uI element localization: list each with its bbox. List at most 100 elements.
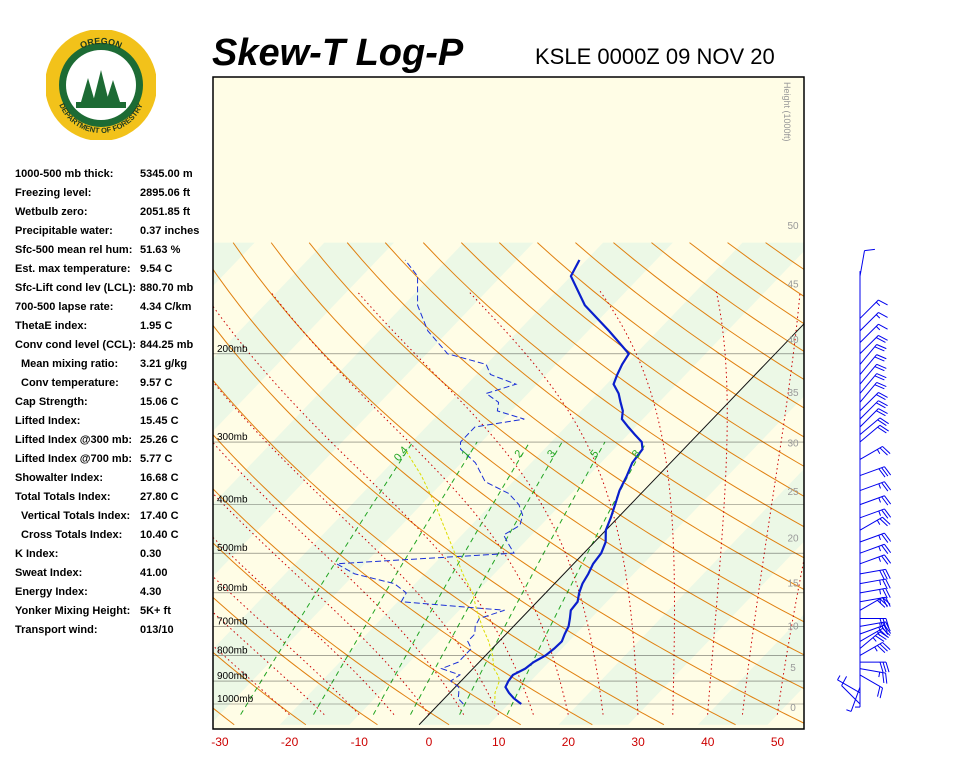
pressure-label: 900mb [217, 671, 248, 682]
pressure-label: 500mb [217, 543, 248, 554]
stat-row: ThetaE index: 1.95 C [15, 320, 210, 339]
dry-adiabat [880, 243, 960, 725]
height-tick-label: 0 [790, 703, 796, 714]
stat-value: 17.40 C [140, 510, 179, 522]
dry-adiabat [460, 242, 804, 497]
height-tick-label: 30 [787, 439, 799, 450]
logo-gold-ring [45, 29, 157, 141]
stat-label: Est. max temperature: [15, 263, 131, 275]
temperature-tick-label: -10 [351, 735, 369, 749]
temperature-tick-label: 0 [426, 735, 433, 749]
svg-text:OREGON: OREGON [79, 36, 124, 51]
stat-value: 844.25 mb [140, 339, 194, 351]
dry-adiabat [213, 542, 450, 726]
stat-value: 2895.06 ft [140, 187, 191, 199]
dry-adiabat [422, 242, 804, 528]
stat-row: Freezing level: 2895.06 ft [15, 187, 210, 206]
dry-adiabat [232, 242, 804, 690]
dry-adiabat [213, 379, 665, 726]
height-tick-label: 40 [787, 335, 799, 346]
dry-adiabat [956, 243, 960, 725]
height-tick-label: 25 [787, 487, 799, 498]
stat-value: 1.95 C [140, 320, 173, 332]
wind-barb [859, 554, 892, 565]
isotherm-band [213, 242, 534, 577]
wind-barb [859, 532, 892, 543]
wind-barb [859, 587, 891, 599]
wind-barb [846, 686, 861, 712]
wind-barb [859, 466, 892, 478]
stat-row: Lifted Index @300 mb: 25.26 C [15, 434, 210, 453]
stat-row: Conv temperature: 9.57 C [15, 377, 210, 396]
stat-label: Yonker Mixing Height: [15, 605, 131, 617]
stat-label: Sfc-Lift cond lev (LCL): [15, 282, 136, 294]
pressure-label: 400mb [217, 495, 248, 506]
plot-area [213, 242, 960, 726]
height-tick-label: 35 [787, 388, 799, 399]
stat-label: Showalter Index: [15, 472, 104, 484]
isotherm-band [697, 614, 804, 725]
stat-value: 0.37 inches [140, 225, 200, 237]
wind-barb [859, 344, 887, 365]
wind-barb [859, 392, 888, 412]
dry-adiabat [213, 488, 521, 726]
stat-row: Wetbulb zero: 2051.85 ft [15, 206, 210, 225]
stat-value: 9.54 C [140, 263, 173, 275]
wind-barb [859, 668, 888, 684]
logo-top-text: OREGON [79, 36, 124, 51]
oregon-forestry-logo: OREGON DEPARTMENT OF FORESTRY [45, 29, 157, 141]
stat-label: K Index: [15, 548, 59, 560]
stat-label: Cross Totals Index: [21, 529, 123, 541]
stat-label: Transport wind: [15, 624, 98, 636]
station-time-label: KSLE 0000Z 09 NOV 20 [535, 44, 775, 69]
parcel-profile-line [404, 448, 500, 705]
pressure-label: 300mb [217, 432, 248, 443]
wind-barb [855, 681, 861, 708]
dry-adiabat [213, 433, 593, 726]
wind-barb [841, 676, 861, 705]
logo-tree-icon [81, 70, 120, 102]
stat-row: Cap Strength: 15.06 C [15, 396, 210, 415]
stat-row: Sfc-Lift cond lev (LCL): 880.70 mb [15, 282, 210, 301]
stat-row: Conv cond level (CCL): 844.25 mb [15, 339, 210, 358]
wind-barb [859, 596, 891, 608]
wind-barb [859, 363, 887, 385]
pressure-label: 1000mb [217, 694, 254, 705]
wind-barb [860, 661, 890, 673]
stat-label: 1000-500 mb thick: [15, 168, 114, 180]
wind-barb [837, 675, 861, 694]
temperature-tick-label: 10 [492, 735, 506, 749]
dry-adiabat [270, 242, 804, 656]
stat-label: Energy Index: [15, 586, 88, 598]
stat-label: Conv temperature: [21, 377, 119, 389]
plot-frame [212, 76, 805, 730]
stat-row: Est. max temperature: 9.54 C [15, 263, 210, 282]
stat-value: 15.06 C [140, 396, 179, 408]
wind-barb [859, 417, 889, 436]
stat-value: 0.30 [140, 548, 162, 560]
isotherm-band [279, 242, 804, 725]
stat-value: 5K+ ft [140, 605, 171, 617]
dry-adiabat [537, 242, 804, 438]
stat-value: 27.80 C [140, 491, 179, 503]
stat-label: Total Totals Index: [15, 491, 111, 503]
wind-barb [859, 424, 889, 443]
height-tick-label: 50 [787, 221, 799, 232]
stat-label: Lifted Index: [15, 415, 81, 427]
height-tick-label: 20 [787, 534, 799, 545]
wind-barb [859, 568, 891, 580]
dry-adiabat [213, 651, 307, 726]
stat-row: Showalter Index: 16.68 C [15, 472, 210, 491]
stat-label: Freezing level: [15, 187, 92, 199]
wind-barb [859, 508, 892, 519]
stat-label: Sfc-500 mean rel hum: [15, 244, 133, 256]
stat-value: 5.77 C [140, 453, 173, 465]
temperature-tick-label: -20 [281, 735, 299, 749]
dry-adiabat [308, 242, 804, 623]
dry-adiabat [213, 324, 736, 726]
stat-value: 5345.00 m [140, 168, 193, 180]
stat-label: Lifted Index @700 mb: [15, 453, 133, 465]
dry-adiabat [918, 243, 960, 725]
height-tick-label: 10 [787, 621, 799, 632]
wind-barb [859, 299, 888, 319]
